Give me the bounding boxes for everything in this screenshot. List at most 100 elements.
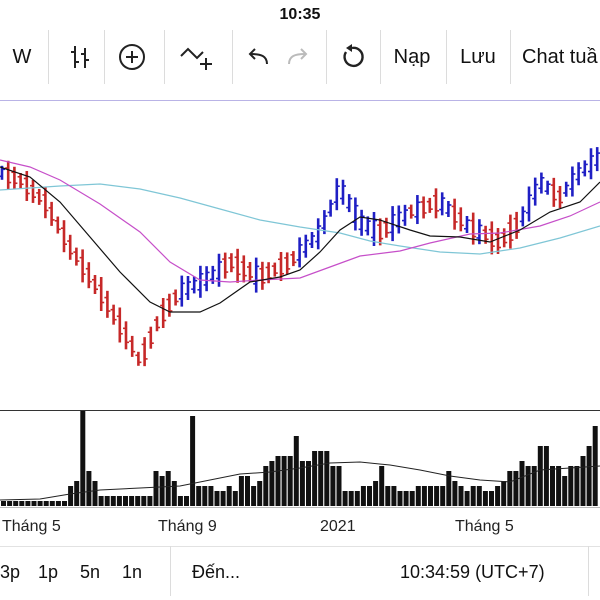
volume-bar [238, 476, 244, 506]
volume-bar [257, 481, 263, 506]
toolbar-divider [380, 30, 381, 84]
volume-bar [367, 486, 372, 506]
volume-bar [495, 486, 501, 506]
toolbar-divider [446, 30, 447, 84]
range-1p[interactable]: 1p [38, 562, 59, 582]
ohlc-bar [588, 148, 594, 180]
ohlc-bar [377, 218, 384, 246]
volume-bar [269, 461, 275, 506]
ohlc-bar [123, 321, 129, 350]
volume-bar [263, 466, 269, 506]
volume-bar [537, 446, 543, 506]
volume-bar [226, 486, 232, 506]
toolbar-divider [48, 30, 49, 84]
ohlc-bar [42, 187, 49, 219]
volume-chart[interactable] [0, 410, 600, 508]
reload-button[interactable]: Nạp [392, 32, 432, 82]
volume-bar [415, 486, 421, 506]
ohlc-bar [296, 237, 303, 268]
ohlc-bar [581, 160, 588, 177]
ohlc-bar [563, 181, 570, 197]
interval-button[interactable]: W [8, 32, 36, 82]
ohlc-bar [73, 247, 80, 266]
volume-bar [7, 501, 13, 506]
chart-toolbar: W Nạp Lưu Chat tuầ [0, 32, 600, 82]
volume-bar [159, 476, 165, 506]
volume-bar [281, 456, 287, 506]
volume-bar [153, 471, 159, 506]
ohlc-bar [594, 147, 600, 172]
bottom-bar-border [0, 546, 600, 547]
undo-icon[interactable] [244, 32, 272, 82]
volume-bar [196, 486, 202, 506]
volume-bar [550, 466, 555, 506]
volume-bar [98, 496, 104, 506]
ohlc-bar [110, 304, 117, 325]
ohlc-bar [67, 234, 74, 260]
go-to-date-button[interactable]: Đến... [192, 562, 241, 582]
save-button[interactable]: Lưu [458, 32, 498, 82]
ohlc-bar [48, 201, 55, 226]
volume-bar [49, 501, 55, 506]
ohlc-bar [92, 275, 98, 294]
ohlc-bar [569, 166, 576, 197]
ohlc-bar [191, 276, 198, 294]
volume-bar [440, 486, 446, 506]
ohlc-bar [352, 197, 359, 231]
ohlc-bar [346, 194, 353, 213]
volume-bar [562, 476, 568, 506]
toolbar-divider [232, 30, 233, 84]
volume-bar [43, 501, 49, 506]
ohlc-bar [36, 188, 43, 205]
volume-bar [299, 461, 305, 506]
range-1n[interactable]: 1n [122, 562, 143, 582]
volume-bar [428, 486, 433, 506]
volume-bar [446, 471, 452, 506]
ohlc-bar [54, 216, 61, 234]
bar-style-icon[interactable] [62, 32, 98, 82]
range-5n[interactable]: 5n [80, 562, 101, 582]
timezone-clock[interactable]: 10:34:59 (UTC+7) [400, 562, 545, 582]
ohlc-bar [79, 249, 86, 283]
add-indicator-icon[interactable] [114, 32, 150, 82]
ohlc-bar [160, 298, 167, 328]
volume-bar [525, 466, 531, 506]
volume-bar [580, 456, 586, 506]
volume-bar [202, 486, 208, 506]
volume-bar [293, 436, 299, 506]
volume-bar [342, 491, 348, 506]
volume-bar [312, 451, 318, 506]
volume-bar [13, 501, 19, 506]
ohlc-bar [185, 276, 191, 300]
ohlc-bar [141, 337, 148, 367]
ohlc-bar [197, 265, 204, 298]
volume-bar [104, 496, 110, 506]
ohlc-bar [395, 205, 402, 234]
ohlc-bar [290, 251, 297, 267]
price-chart[interactable] [0, 102, 600, 408]
volume-bar [135, 496, 141, 506]
ohlc-bar [85, 262, 92, 289]
volume-bar [55, 501, 61, 506]
volume-bar [31, 501, 37, 506]
volume-bar [324, 451, 330, 506]
reload-icon[interactable] [338, 32, 366, 82]
ohlc-bar [30, 179, 36, 203]
ohlc-bar [550, 177, 557, 207]
volume-bar [141, 496, 147, 506]
volume-bar [190, 416, 196, 506]
ohlc-bar [135, 351, 142, 366]
ohlc-bar [302, 234, 309, 258]
share-idea-button[interactable]: Chat tuầ [522, 32, 600, 82]
volume-bar [177, 496, 183, 506]
ohlc-bar [129, 335, 136, 357]
volume-bar [306, 461, 311, 506]
redo-icon[interactable] [284, 32, 312, 82]
volume-bar [409, 491, 415, 506]
range-3p[interactable]: 3p [0, 562, 21, 582]
add-drawing-icon[interactable] [178, 32, 218, 82]
ohlc-bar [327, 199, 334, 217]
ohlc-bar [178, 275, 185, 307]
volume-bar [110, 496, 116, 506]
ohlc-bar [203, 266, 210, 292]
